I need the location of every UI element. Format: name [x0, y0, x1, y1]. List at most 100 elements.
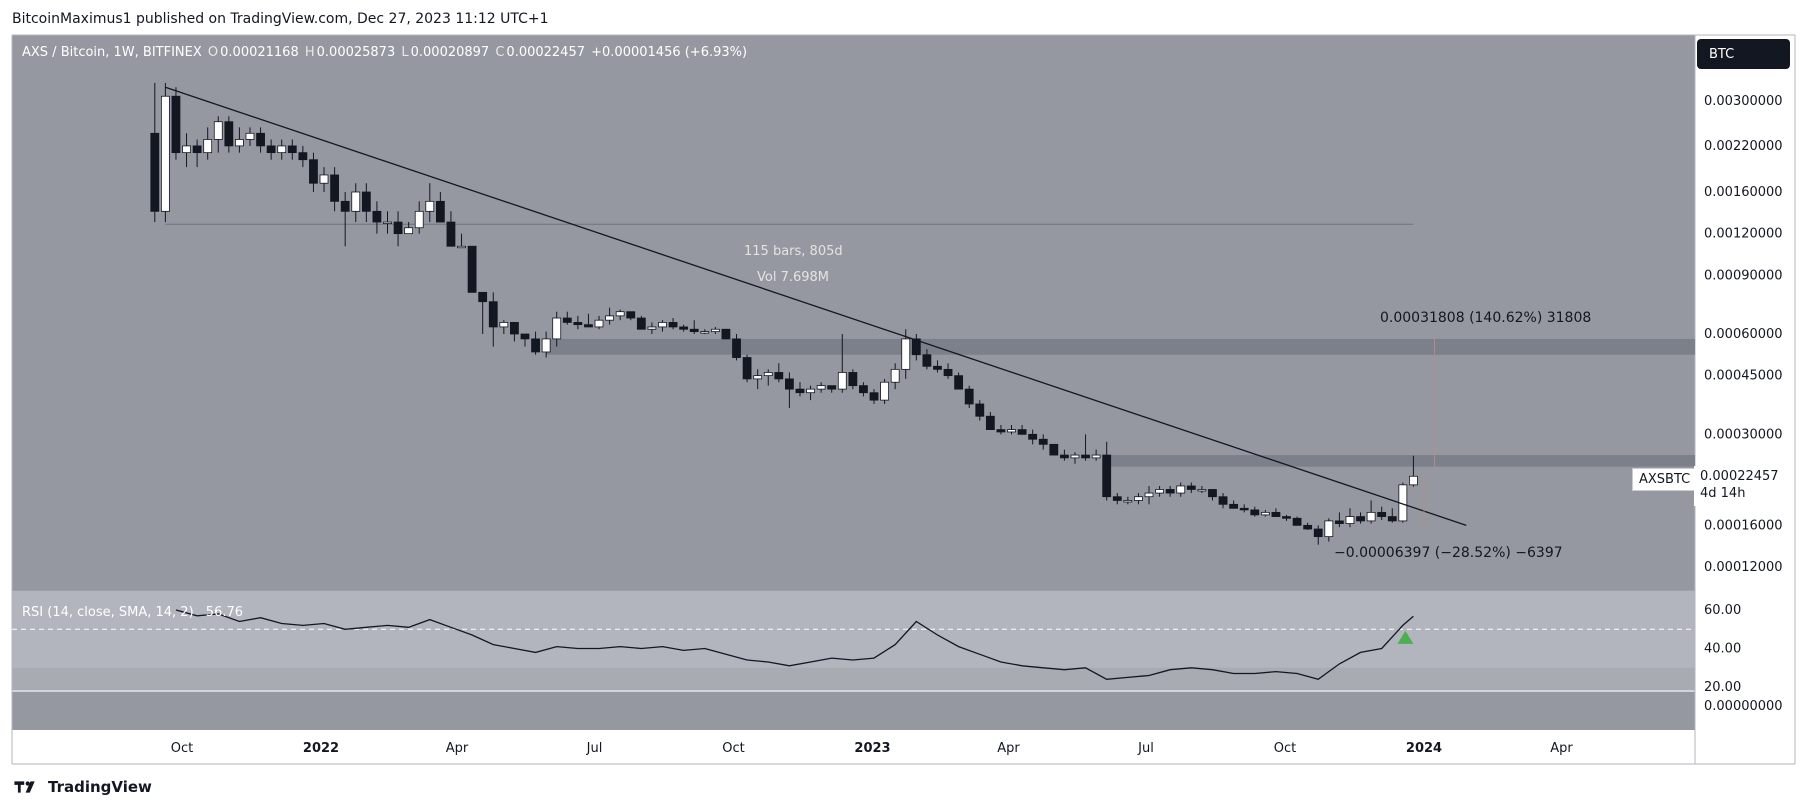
candles: [150, 82, 1418, 545]
candle-down: [192, 145, 202, 154]
time-axis-bg[interactable]: [12, 730, 1695, 764]
candle-down: [1313, 528, 1323, 538]
candle-down: [435, 200, 445, 223]
candle-down: [626, 311, 636, 319]
time-axis: Oct 2022 Apr Jul Oct 2023 Apr Jul Oct 2024 Apr: [171, 741, 1574, 756]
candle-down: [911, 338, 921, 356]
candle-down: [1387, 516, 1397, 522]
candle-up: [351, 191, 361, 212]
price-tick-label: 0.00030000: [1704, 427, 1783, 442]
high-label: H: [304, 45, 315, 60]
current-price: 0.00022457: [1700, 469, 1779, 484]
candle-up: [658, 322, 667, 328]
candle-down: [964, 388, 974, 405]
bar-countdown: 4d 14h: [1700, 486, 1746, 501]
candle-down: [1292, 517, 1302, 526]
candle-down: [340, 200, 350, 212]
footer: TradingView: [12, 778, 152, 796]
candle-up: [700, 331, 710, 334]
candle-down: [446, 221, 456, 247]
candle-down: [266, 145, 276, 154]
candle-down: [1017, 429, 1027, 435]
candle-up: [383, 221, 392, 224]
volume-range-label: Vol 7.698M: [757, 270, 830, 285]
candle-up: [615, 311, 625, 317]
candle-down: [562, 317, 572, 323]
candle-down: [393, 221, 403, 235]
candle-down: [1165, 489, 1175, 494]
symbol-legend: AXS / Bitcoin, 1W, BITFINEX O 0.00021168 …: [22, 45, 749, 60]
low-value: 0.00020897: [410, 45, 490, 60]
candle-down: [1038, 438, 1048, 445]
change-value: +0.00001456 (+6.93%): [591, 45, 748, 60]
candle-down: [309, 159, 318, 184]
currency-button[interactable]: BTC: [1697, 39, 1790, 69]
time-tick-label: Jul: [586, 741, 603, 756]
price-tick-label: 0.00300000: [1704, 94, 1783, 109]
candle-up: [541, 338, 551, 353]
candle-down: [510, 322, 519, 335]
candle-down: [1271, 511, 1281, 517]
candle-up: [203, 139, 213, 154]
open-value: 0.00021168: [220, 45, 299, 60]
tradingview-logo-icon: [14, 781, 35, 793]
candle-down: [827, 385, 837, 390]
candle-up: [414, 210, 424, 229]
candle-up: [1134, 496, 1143, 501]
time-tick-label: 2022: [303, 741, 339, 756]
candle-down: [520, 333, 530, 340]
candle-up: [319, 174, 329, 184]
candle-up: [404, 227, 414, 235]
candle-up: [763, 372, 773, 377]
price-pane[interactable]: [12, 35, 1695, 592]
candle-down: [985, 415, 995, 431]
price-axis: 0.00300000 0.00220000 0.00160000 0.00120000…: [1704, 94, 1783, 714]
candle-up: [1345, 516, 1355, 524]
candle-down: [372, 210, 382, 223]
candle-up: [605, 315, 614, 321]
low-label: L: [401, 45, 409, 60]
trendline[interactable]: [165, 86, 1467, 526]
symbol-name[interactable]: AXS / Bitcoin, 1W, BITFINEX: [22, 45, 202, 60]
candle-down: [636, 317, 646, 330]
candle-down: [1059, 454, 1069, 459]
candle-up: [552, 317, 562, 340]
candle-down: [287, 145, 297, 154]
candle-up: [245, 132, 255, 140]
candle-down: [488, 301, 498, 328]
rsi-name[interactable]: RSI (14, close, SMA, 14, 2): [22, 605, 194, 620]
signal-arrow-up: [1397, 630, 1414, 644]
price-axis-bg[interactable]: [1695, 35, 1795, 730]
price-tick-label: 0.00060000: [1704, 327, 1783, 342]
candle-down: [478, 291, 488, 303]
candle-down: [1282, 516, 1291, 519]
candle-down: [1208, 489, 1217, 498]
candle-down: [742, 357, 752, 380]
rsi-tick-label: 60.00: [1704, 603, 1741, 618]
candle-up: [277, 145, 287, 154]
price-tick-label: 0.00220000: [1704, 139, 1783, 154]
time-tick-label: Apr: [997, 741, 1020, 756]
candle-down: [933, 365, 942, 370]
price-tick-label: 0.00016000: [1704, 518, 1783, 533]
footer-brand: TradingView: [48, 778, 152, 796]
open-label: O: [207, 45, 219, 60]
price-tick-label: 0.00120000: [1704, 227, 1783, 242]
close-label: C: [495, 45, 505, 60]
candle-up: [901, 338, 911, 370]
candle-down: [171, 95, 181, 154]
candle-up: [890, 368, 900, 383]
time-tick-label: Oct: [171, 741, 193, 756]
resistance-zones: [546, 338, 1695, 467]
candle-down: [330, 174, 340, 202]
current-price-tag: 0.00022457 4d 14h: [1694, 466, 1789, 506]
price-tick-label: 0.00090000: [1704, 268, 1783, 283]
candle-down: [785, 378, 794, 390]
candle-up: [425, 200, 435, 212]
candle-down: [954, 375, 964, 390]
candle-down: [1356, 516, 1365, 522]
time-tick-label: Apr: [446, 741, 469, 756]
symbol-price-tag: AXSBTC: [1632, 468, 1698, 491]
candle-down: [361, 191, 371, 212]
